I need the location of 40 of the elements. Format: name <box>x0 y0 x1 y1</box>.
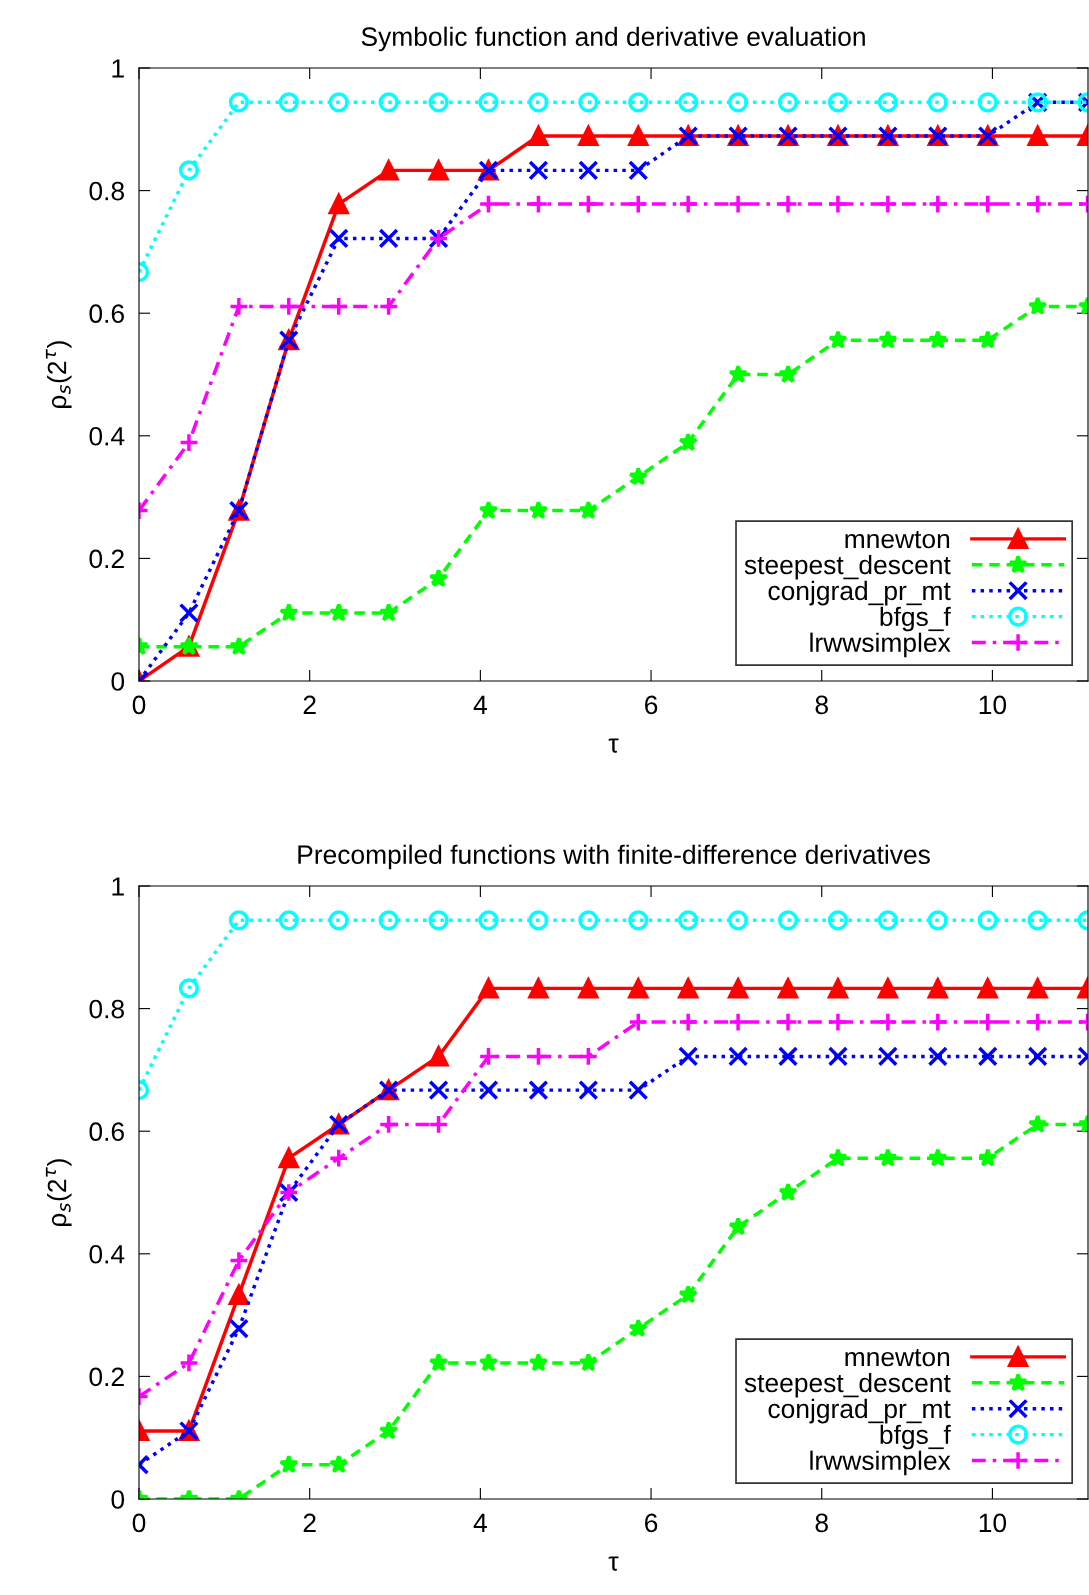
legend-label: lrwwsimplex <box>810 1450 951 1476</box>
y-tick-label: 0.2 <box>89 1367 124 1387</box>
x-tick-label: 8 <box>815 695 828 715</box>
y-tick-label: 0.4 <box>89 1244 125 1264</box>
x-tick-label: 4 <box>473 695 487 715</box>
y-tick-label: 1 <box>112 59 124 78</box>
y-tick-label: 0.6 <box>89 1122 124 1142</box>
chart-title: Precompiled functions with finite-difference derivatives <box>298 844 930 870</box>
x-tick-label: 4 <box>473 1513 487 1533</box>
x-axis-title: τ <box>608 738 619 753</box>
legend-label: lrwwsimplex <box>810 632 951 658</box>
x-tick-label: 6 <box>645 1513 658 1533</box>
y-tick-label: 0.8 <box>89 999 124 1019</box>
x-tick-label: 8 <box>815 1513 828 1533</box>
y-tick-label: 0 <box>111 672 125 691</box>
x-tick-label: 10 <box>979 695 1007 715</box>
legend-label: steepest_descent <box>744 554 951 580</box>
y-axis-title: ρ$_{s}$(2$^{τ}$) <box>45 341 72 408</box>
legend-label: bfgs_f <box>880 1424 951 1450</box>
y-tick-label: 0.4 <box>89 426 125 446</box>
legend-label: steepest_descent <box>744 1372 951 1398</box>
x-axis-title: τ <box>608 1556 619 1571</box>
y-tick-label: 0 <box>111 1490 125 1509</box>
x-tick-label: 0 <box>132 1513 146 1533</box>
x-tick-label: 10 <box>979 1513 1007 1533</box>
y-tick-label: 0.8 <box>89 181 124 201</box>
x-tick-label: 6 <box>645 695 658 715</box>
legend-label: mnewton <box>845 1349 950 1367</box>
y-tick-label: 1 <box>112 877 124 896</box>
x-tick-label: 0 <box>132 695 146 715</box>
legend-label: mnewton <box>845 531 950 549</box>
y-tick-label: 0.6 <box>89 304 124 324</box>
legend-label: conjgrad_pr_mt <box>768 580 951 606</box>
y-tick-label: 0.2 <box>89 549 124 569</box>
legend-label: conjgrad_pr_mt <box>768 1398 951 1424</box>
x-tick-label: 2 <box>303 695 316 715</box>
y-axis-title: ρ$_{s}$(2$^{τ}$) <box>45 1159 72 1226</box>
x-tick-label: 2 <box>303 1513 316 1533</box>
chart-title: Symbolic function and derivative evaluation <box>361 26 865 52</box>
legend-label: bfgs_f <box>880 606 951 632</box>
